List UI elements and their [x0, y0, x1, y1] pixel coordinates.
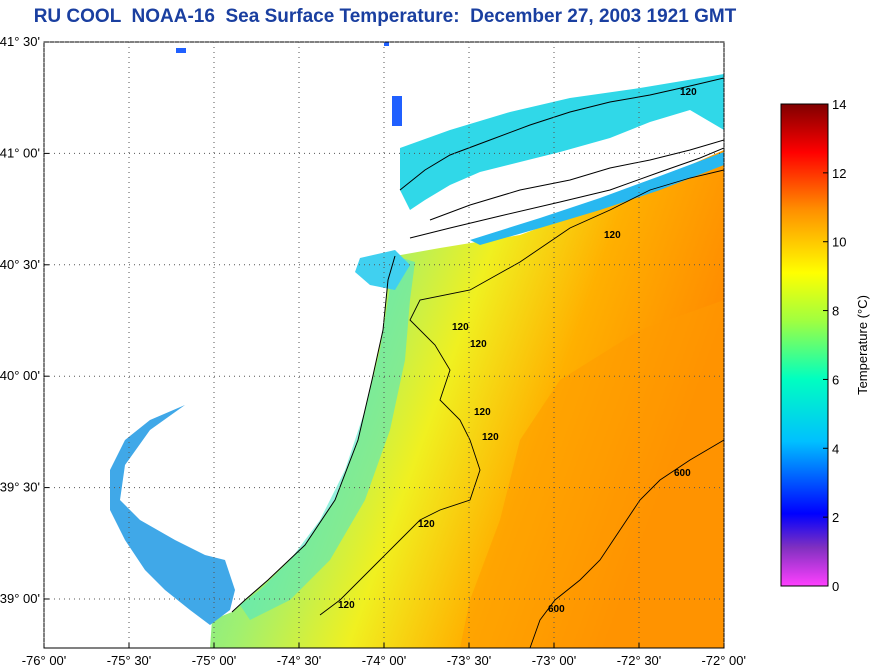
lon-label: -73° 00'	[532, 653, 577, 668]
lon-label: -74° 00'	[362, 653, 407, 668]
bathymetry-contour-600	[529, 439, 724, 648]
colorbar-tick-label: 4	[832, 441, 839, 456]
contour-label: 600	[674, 468, 691, 479]
colorbar	[780, 103, 829, 587]
blue-patch	[392, 96, 402, 126]
colorbar-tick-label: 6	[832, 372, 839, 387]
lon-label: -75° 30'	[107, 653, 152, 668]
bathymetry-contour-120	[319, 169, 724, 616]
contour-label: 120	[470, 339, 487, 350]
colorbar-tick-label: 12	[832, 166, 846, 181]
ny-harbor-waters	[355, 250, 410, 290]
warm-core	[460, 300, 724, 648]
blue-patch	[384, 42, 389, 46]
graticule	[43, 41, 725, 648]
contour-label: 120	[338, 600, 355, 611]
lat-label: 39° 00'	[0, 591, 40, 606]
ct-coastline	[399, 77, 724, 191]
cool-coastal-band	[240, 256, 415, 620]
colorbar-tick-label: 10	[832, 235, 846, 250]
long-island-sound	[400, 74, 724, 210]
contour-label: 120	[680, 87, 697, 98]
lon-label: -74° 30'	[277, 653, 322, 668]
longitude-labels: -76° 00' -75° 30' -75° 00' -74° 30' -74° 00'…	[22, 653, 746, 668]
latitude-labels: 41° 30' 41° 00' 40° 30' 40° 00' 39° 30' 39° 0…	[0, 34, 40, 606]
lon-label: -72° 00'	[701, 653, 746, 668]
lon-label: -73° 30'	[447, 653, 492, 668]
lat-label: 40° 00'	[0, 368, 40, 383]
lon-label: -75° 00'	[192, 653, 237, 668]
lon-label: -72° 30'	[617, 653, 662, 668]
south-shore-waters	[470, 152, 724, 245]
blue-patch	[176, 48, 186, 53]
lat-label: 41° 00'	[0, 145, 40, 160]
delaware-bay	[110, 405, 235, 625]
colorbar-label: Temperature (°C)	[855, 295, 870, 395]
colorbar-ticks: 0 2 4 6 8 10 12 14	[823, 97, 846, 594]
lon-label: -76° 00'	[22, 653, 67, 668]
lat-label: 40° 30'	[0, 257, 40, 272]
lat-label: 39° 30'	[0, 480, 40, 495]
contour-label: 120	[474, 407, 491, 418]
lat-label: 41° 30'	[0, 34, 40, 49]
contour-label: 120	[418, 519, 435, 530]
contour-label: 120	[452, 322, 469, 333]
long-island-outline	[409, 139, 724, 239]
map-title: RU COOL NOAA-16 Sea Surface Temperature:…	[33, 6, 737, 27]
long-island-land	[410, 140, 724, 238]
nj-coastline	[231, 255, 396, 613]
colorbar-tick-label: 2	[832, 510, 839, 525]
contour-label: 120	[482, 432, 499, 443]
contour-labels: 120 120 120 120 120 120 120 120 600 600	[338, 87, 697, 615]
colorbar-tick-label: 8	[832, 304, 839, 319]
colorbar-tick-label: 0	[832, 579, 839, 594]
contour-label: 600	[548, 604, 565, 615]
colorbar-tick-label: 14	[832, 97, 846, 112]
contour-label: 120	[604, 230, 621, 241]
